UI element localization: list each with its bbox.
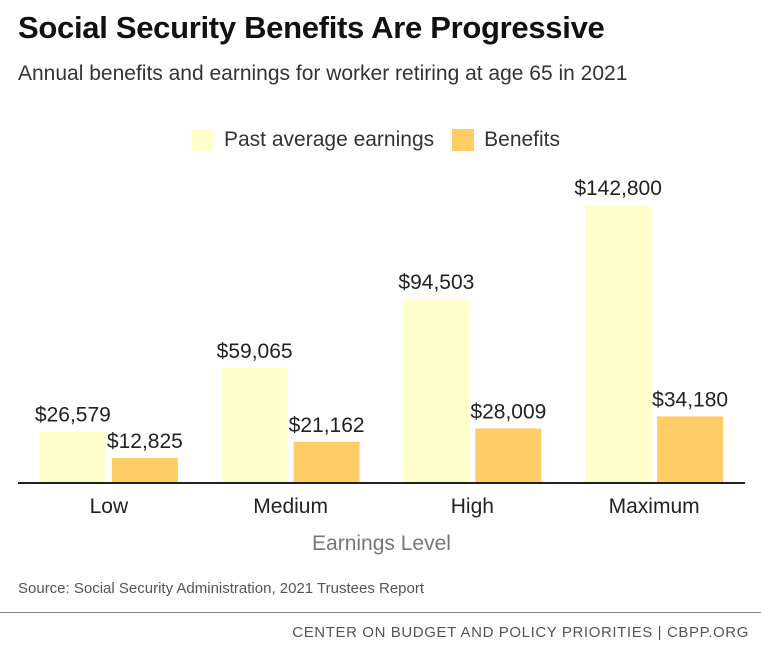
x-tick-label-high: High: [451, 495, 494, 518]
legend-item-benefits: Benefits: [452, 128, 560, 152]
x-axis-title: Earnings Level: [312, 532, 451, 555]
data-label-benefits-medium: $21,162: [289, 414, 365, 437]
data-label-earnings-low: $26,579: [35, 403, 111, 426]
legend: Past average earnings Benefits: [192, 128, 578, 152]
chart-title: Social Security Benefits Are Progressive: [18, 10, 605, 45]
data-label-earnings-high: $94,503: [398, 271, 474, 294]
legend-label-benefits: Benefits: [484, 128, 561, 151]
source-note: Source: Social Security Administration, …: [18, 580, 425, 597]
x-tick-label-maximum: Maximum: [609, 495, 700, 518]
bar-earnings-medium: [221, 368, 288, 483]
legend-swatch-benefits: [452, 129, 475, 151]
data-label-earnings-medium: $59,065: [217, 340, 293, 363]
bar-chart: $26,579 $12,825 Low $59,065 $21,162 Medium $94…: [18, 177, 745, 555]
data-label-benefits-maximum: $34,180: [652, 388, 728, 411]
bar-earnings-low: [39, 431, 106, 483]
bar-earnings-high: [403, 299, 470, 483]
bar-benefits-low: [111, 458, 178, 483]
bar-earnings-maximum: [585, 205, 652, 483]
data-label-benefits-low: $12,825: [107, 430, 183, 453]
footer-credit: CENTER ON BUDGET AND POLICY PRIORITIES |…: [292, 624, 749, 641]
legend-item-earnings: Past average earnings: [192, 128, 434, 152]
chart-subtitle: Annual benefits and earnings for worker …: [18, 62, 628, 85]
bar-benefits-maximum: [657, 416, 724, 483]
x-tick-label-low: Low: [90, 495, 129, 518]
data-label-benefits-high: $28,009: [470, 400, 546, 423]
legend-label-earnings: Past average earnings: [224, 128, 435, 151]
data-label-earnings-maximum: $142,800: [574, 177, 662, 200]
bar-benefits-medium: [293, 441, 360, 483]
bar-benefits-high: [475, 428, 542, 483]
legend-swatch-earnings: [192, 129, 214, 151]
footer-divider: [0, 612, 761, 613]
x-tick-label-medium: Medium: [253, 495, 328, 518]
